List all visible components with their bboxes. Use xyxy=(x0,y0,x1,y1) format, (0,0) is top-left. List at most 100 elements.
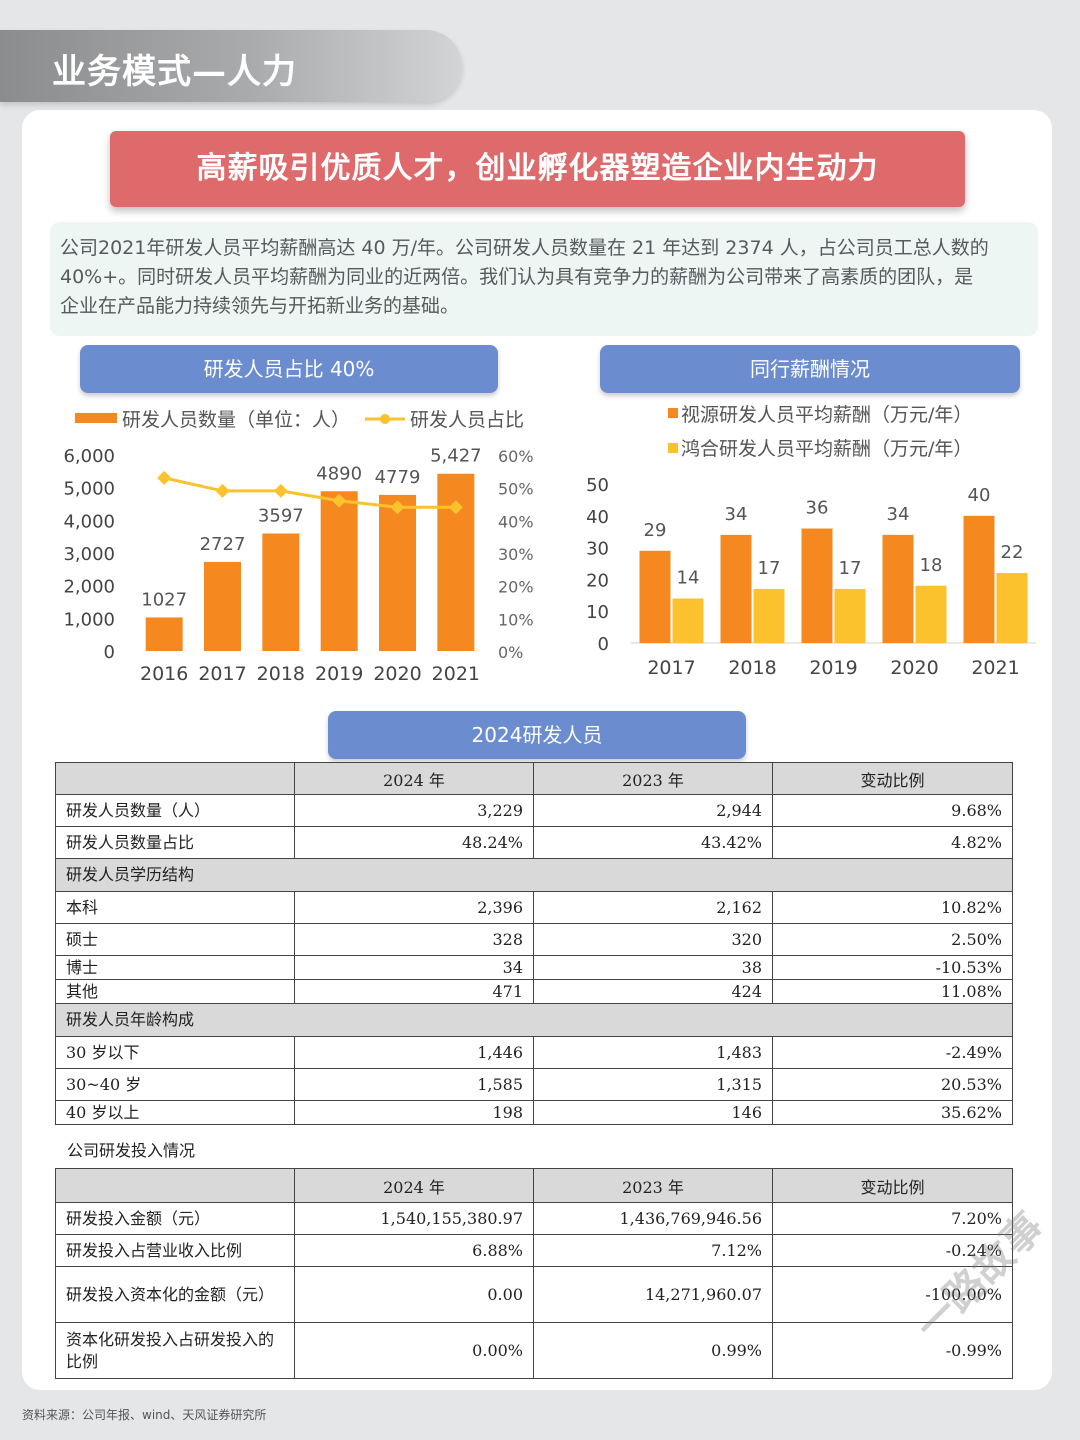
point-rd-ratio xyxy=(215,483,230,498)
point-rd-ratio xyxy=(390,500,405,515)
cell-value: 9.68% xyxy=(772,794,1013,827)
cell-value: 1,436,769,946.56 xyxy=(533,1202,773,1235)
bar-value-label: 29 xyxy=(644,520,667,541)
cell-value: 2,396 xyxy=(294,891,534,924)
table-row: 30 岁以下 1,446 1,483 -2.49% xyxy=(55,1036,1013,1069)
rd-staff-table: 2024 年 2023 年变动比例 研发人员数量（人） 3,229 2,944 9.68%… xyxy=(55,762,1013,1125)
cell-value: 0.00% xyxy=(294,1322,534,1379)
bar-value-label: 5,427 xyxy=(430,446,482,467)
intro-paragraph: 公司2021年研发人员平均薪酬高达 40 万/年。公司研发人员数量在 21 年达… xyxy=(60,234,1030,321)
y-tick-label: 5,000 xyxy=(63,479,115,500)
intro-line: 企业在产品能力持续领先与开拓新业务的基础。 xyxy=(60,295,460,317)
cell-value: 1,540,155,380.97 xyxy=(294,1202,534,1235)
section-header: 业务模式—人力 xyxy=(0,30,462,102)
column-header: 2023 年 xyxy=(533,762,773,795)
cell-value: 1,483 xyxy=(533,1036,773,1069)
x-tick-label: 2021 xyxy=(971,657,1019,679)
bar-honghe-salary xyxy=(996,573,1028,643)
legend-label-rd-count: 研发人员数量（单位：人） xyxy=(122,409,350,431)
cell-value: 35.62% xyxy=(772,1100,1013,1125)
chart-title-rd-ratio: 研发人员占比 40% xyxy=(80,345,498,393)
column-header: 2024 年 xyxy=(294,762,534,795)
cell-value: 20.53% xyxy=(772,1068,1013,1101)
cell-value: 1,446 xyxy=(294,1036,534,1069)
bar-value-label: 22 xyxy=(1001,542,1024,563)
bar-rd-count xyxy=(145,617,183,651)
bar-value-label: 2727 xyxy=(200,534,246,555)
cell-value: 10.82% xyxy=(772,891,1013,924)
cell-value: -0.24% xyxy=(772,1234,1013,1267)
source-note: 资料来源：公司年报、wind、天风证券研究所 xyxy=(22,1408,267,1422)
bar-cvte-salary xyxy=(639,550,671,643)
rd-investment-table: 2024 年 2023 年变动比例 研发投入金额（元） 1,540,155,380.9… xyxy=(55,1168,1013,1379)
row-label: 40 岁以上 xyxy=(55,1100,295,1125)
cell-value: 43.42% xyxy=(533,826,773,859)
section-label: 研发人员学历结构 xyxy=(55,858,1013,892)
column-header: 2023 年 xyxy=(533,1168,773,1203)
table-row: 研发投入金额（元） 1,540,155,380.97 1,436,769,946.5… xyxy=(55,1202,1013,1235)
y2-tick-label: 50% xyxy=(498,480,534,499)
bar-value-label: 4779 xyxy=(375,467,421,488)
x-tick-label: 2017 xyxy=(647,657,695,679)
point-rd-ratio xyxy=(332,493,347,508)
cell-value: 198 xyxy=(294,1100,534,1125)
y2-tick-label: 20% xyxy=(498,578,534,597)
table-section-row: 研发人员年龄构成 xyxy=(55,1003,1013,1037)
bar-rd-count xyxy=(262,533,300,651)
x-tick-label: 2020 xyxy=(373,663,421,685)
y-tick-label: 30 xyxy=(586,539,609,560)
table-row: 研发人员数量（人） 3,229 2,944 9.68% xyxy=(55,794,1013,827)
bar-rd-count xyxy=(379,494,416,651)
x-tick-label: 2016 xyxy=(140,663,188,685)
y-tick-label: 0 xyxy=(598,634,609,655)
x-tick-label: 2019 xyxy=(809,657,857,679)
y-tick-label: 2,000 xyxy=(63,577,115,598)
y-tick-label: 20 xyxy=(586,570,609,591)
row-label: 30~40 岁 xyxy=(55,1068,295,1101)
y-tick-label: 4,000 xyxy=(63,511,115,532)
bar-honghe-salary xyxy=(915,585,947,643)
line-rd-ratio xyxy=(163,476,456,509)
cell-value: 7.12% xyxy=(533,1234,773,1267)
headline-banner: 高薪吸引优质人才，创业孵化器塑造企业内生动力 xyxy=(110,131,965,207)
section-label: 研发人员年龄构成 xyxy=(55,1003,1013,1037)
bar-value-label: 36 xyxy=(806,498,829,519)
cell-value: -10.53% xyxy=(772,955,1013,980)
table-row: 本科 2,396 2,162 10.82% xyxy=(55,891,1013,924)
table-row: 博士 34 38 -10.53% xyxy=(55,955,1013,980)
cell-value: 3,229 xyxy=(294,794,534,827)
column-header: 变动比例 xyxy=(772,1168,1013,1203)
row-label: 研发投入金额（元） xyxy=(55,1202,295,1235)
cell-value: 424 xyxy=(533,979,773,1004)
legend-swatch-honghe xyxy=(668,443,678,453)
cell-value: 146 xyxy=(533,1100,773,1125)
cell-value: 14,271,960.07 xyxy=(533,1266,773,1323)
rd-investment-caption: 公司研发投入情况 xyxy=(67,1141,196,1160)
row-label: 本科 xyxy=(55,891,295,924)
y2-tick-label: 40% xyxy=(498,512,534,531)
table-row: 40 岁以上 198 146 35.62% xyxy=(55,1100,1013,1125)
y-tick-label: 6,000 xyxy=(63,446,115,467)
bar-rd-count xyxy=(320,491,358,651)
table-row: 硕士 328 320 2.50% xyxy=(55,923,1013,956)
cell-value: 11.08% xyxy=(772,979,1013,1004)
table-header-row: 2024 年 2023 年变动比例 xyxy=(55,762,1013,795)
table-row: 研发投入占营业收入比例 6.88% 7.12% -0.24% xyxy=(55,1234,1013,1267)
cell-value: 4.82% xyxy=(772,826,1013,859)
table-section-row: 研发人员学历结构 xyxy=(55,858,1013,892)
cell-value: 1,315 xyxy=(533,1068,773,1101)
row-label: 博士 xyxy=(55,955,295,980)
bar-cvte-salary xyxy=(963,515,995,643)
y2-tick-label: 60% xyxy=(498,447,534,466)
x-tick-label: 2017 xyxy=(198,663,246,685)
cell-value: 7.20% xyxy=(772,1202,1013,1235)
bar-value-label: 3597 xyxy=(258,505,304,526)
point-rd-ratio xyxy=(273,483,288,498)
y-tick-label: 0 xyxy=(104,642,115,663)
row-label: 研发投入资本化的金额（元） xyxy=(55,1266,295,1323)
bar-value-label: 14 xyxy=(677,567,700,588)
y-tick-label: 50 xyxy=(586,475,609,496)
legend-label-rd-ratio: 研发人员占比 xyxy=(410,409,524,431)
intro-background xyxy=(50,222,1038,336)
legend-label-honghe: 鸿合研发人员平均薪酬（万元/年） xyxy=(681,438,972,460)
